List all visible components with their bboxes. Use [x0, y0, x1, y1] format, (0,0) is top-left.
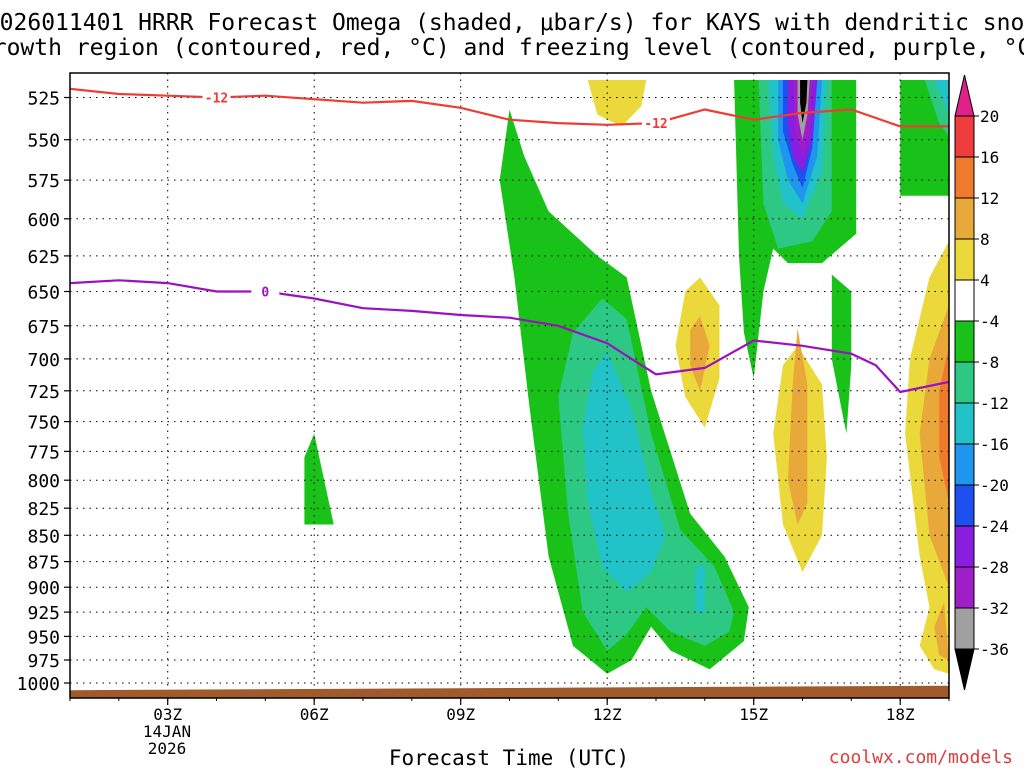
colorbar-label-12: -32 [980, 599, 1009, 618]
y-tick-label-775: 775 [27, 442, 60, 463]
credit-link[interactable]: coolwx.com/models [829, 747, 1013, 768]
contour-label-0-0: -12 [205, 91, 228, 106]
colorbar-bin-bottom [954, 648, 975, 691]
colorbar-bin-top [954, 74, 975, 117]
colorbar-label-7: -12 [980, 394, 1009, 413]
y-tick-label-625: 625 [27, 247, 60, 268]
colorbar-bin-12 [954, 566, 975, 609]
shaded-region-25 [934, 602, 949, 660]
y-tick-label-700: 700 [27, 350, 60, 371]
x-tick-label-12Z: 12Z [593, 705, 622, 724]
colorbar-bin-13 [954, 607, 975, 650]
x-tick-label-18Z: 18Z [886, 705, 915, 724]
omega-shaded-regions [304, 80, 949, 674]
x-tick-label-09Z: 09Z [446, 705, 475, 724]
contour-label-1-0: 0 [261, 286, 269, 301]
colorbar-bin-4 [954, 238, 975, 281]
isotherm-contours: -12 -12 0 [69, 87, 950, 394]
colorbar-bin-8 [954, 402, 975, 445]
colorbar-label-13: -36 [980, 640, 1009, 659]
contour-label-bg-0-1 [642, 115, 670, 132]
colorbar-label-8: -16 [980, 435, 1009, 454]
shaded-region-26 [939, 345, 949, 503]
x-axis-title: Forecast Time (UTC) [389, 746, 629, 768]
x-tick-label-06Z: 06Z [300, 705, 329, 724]
colorbar-label-4: 4 [980, 271, 990, 290]
colorbar-bin-7 [954, 361, 975, 404]
omega-colorbar: 20 16 12 8 4 -4 -8 -12 -16 -20 -24 -28 -32 -36 [954, 74, 1009, 691]
y-tick-label-850: 850 [27, 526, 60, 547]
colorbar-bin-10 [954, 484, 975, 527]
colorbar-bin-9 [954, 443, 975, 486]
colorbar-bin-6 [954, 320, 975, 363]
shaded-region-22 [787, 328, 808, 525]
chart-title-line-1: 2026011401 HRRR Forecast Omega (shaded, … [0, 10, 1024, 36]
y-tick-label-550: 550 [27, 131, 60, 152]
colorbar-bin-11 [954, 525, 975, 568]
y-tick-label-725: 725 [27, 382, 60, 403]
contour-label-0-1: -12 [644, 117, 667, 132]
colorbar-bin-2 [954, 156, 975, 199]
y-tick-label-925: 925 [27, 603, 60, 624]
shaded-region-20 [690, 316, 710, 391]
colorbar-bin-1 [954, 115, 975, 158]
shaded-region-6 [831, 274, 852, 434]
x-tick-label-03Z: 03Z [153, 705, 182, 724]
chart-title-line-2: growth region (contoured, red, °C) and f… [0, 35, 1024, 61]
y-tick-label-800: 800 [27, 471, 60, 492]
colorbar-label-3: 8 [980, 230, 990, 249]
y-tick-label-575: 575 [27, 171, 60, 192]
y-tick-label-525: 525 [27, 89, 60, 110]
pressure-axis: 525 550 575 600 625 650 675 700 725 750 775 800 825 8… [17, 89, 70, 695]
time-axis: 03Z 06Z 09Z 12Z 15Z 18Z [69, 698, 950, 724]
y-tick-label-975: 975 [27, 651, 60, 672]
colorbar-label-10: -24 [980, 517, 1009, 536]
contour-label-bg-0-0 [202, 89, 231, 106]
y-tick-label-750: 750 [27, 413, 60, 434]
colorbar-bin-5 [954, 279, 975, 322]
shaded-region-24 [919, 305, 949, 588]
y-tick-label-875: 875 [27, 553, 60, 574]
shaded-region-18 [587, 80, 647, 127]
dotted-grid [70, 73, 949, 698]
shaded-region-0 [304, 433, 334, 525]
y-tick-label-600: 600 [27, 210, 60, 231]
colorbar-label-1: 16 [980, 148, 999, 167]
isotherm-line-1 [69, 279, 950, 394]
colorbar-label-2: 12 [980, 189, 999, 208]
x-tick-label-15Z: 15Z [739, 705, 768, 724]
date-year-label: 2026 [148, 739, 187, 758]
ground-terrain [70, 685, 949, 698]
y-tick-label-1000: 1000 [17, 674, 60, 695]
shaded-region-3 [582, 352, 666, 593]
colorbar-label-11: -28 [980, 558, 1009, 577]
date-day-label: 14JAN [143, 722, 191, 741]
y-tick-label-950: 950 [27, 627, 60, 648]
ground-fill [70, 685, 949, 698]
colorbar-label-5: -4 [980, 312, 999, 331]
colorbar-label-0: 20 [980, 107, 999, 126]
colorbar-label-9: -20 [980, 476, 1009, 495]
y-tick-label-825: 825 [27, 499, 60, 520]
y-tick-label-650: 650 [27, 283, 60, 304]
contour-label-bg-1-0 [251, 283, 280, 300]
y-tick-label-675: 675 [27, 317, 60, 338]
colorbar-bin-3 [954, 197, 975, 240]
colorbar-label-6: -8 [980, 353, 999, 372]
shaded-region-4 [695, 566, 705, 613]
y-tick-label-900: 900 [27, 578, 60, 599]
